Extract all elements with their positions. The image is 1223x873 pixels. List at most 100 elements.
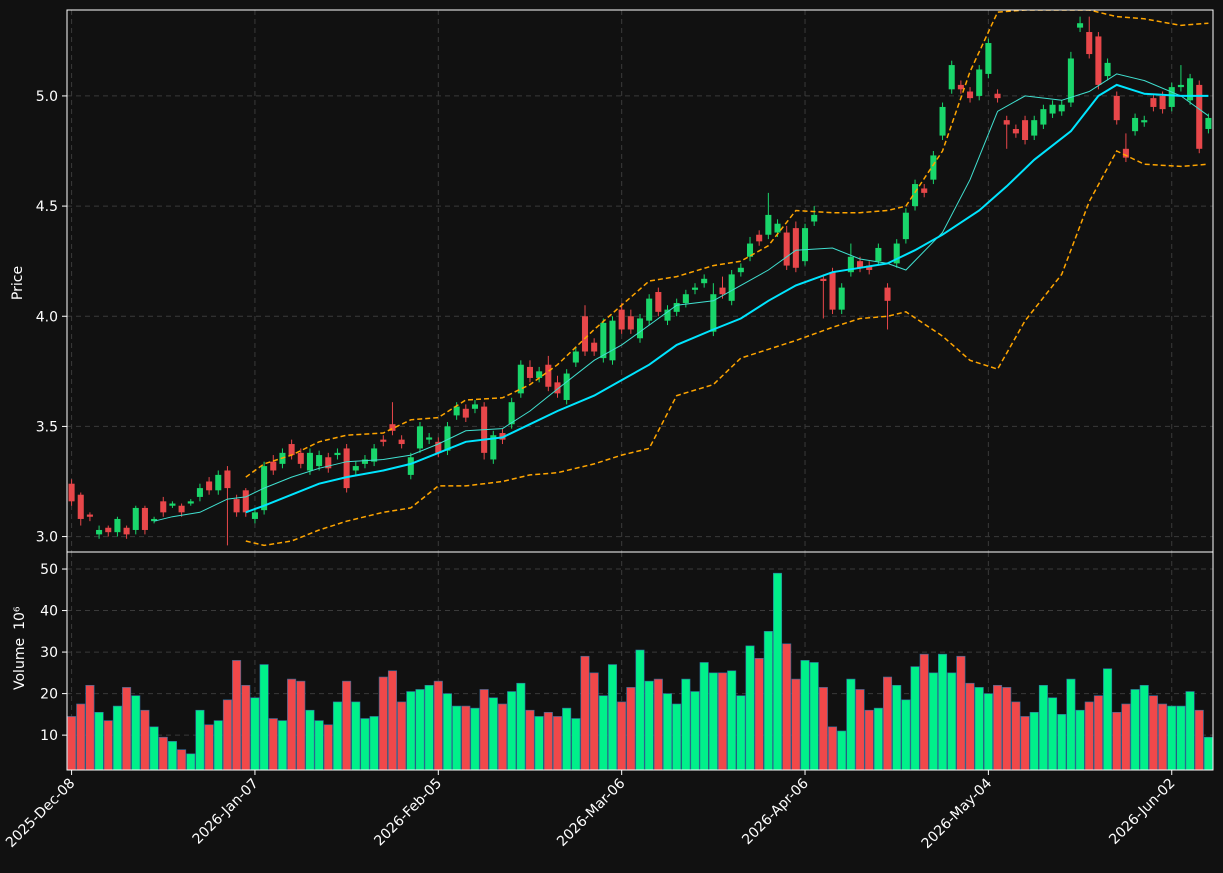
volume-bar [351, 701, 361, 770]
volume-bar [323, 724, 333, 770]
volume-bar [461, 705, 471, 770]
candle-body [352, 466, 359, 471]
candle-body [297, 452, 304, 464]
candle-body [820, 278, 827, 281]
candle-body [334, 452, 341, 456]
volume-bar [681, 678, 691, 770]
candle-body [224, 470, 231, 489]
volume-bar [76, 703, 86, 770]
candle-body [151, 518, 158, 522]
candle-body [600, 322, 607, 359]
volume-bar [974, 687, 984, 770]
candle-body [1022, 120, 1029, 140]
line-series [245, 83, 1209, 514]
volume-bar [397, 701, 407, 770]
volume-bar [1066, 678, 1076, 770]
candle-body [710, 294, 717, 332]
candle-body [884, 287, 891, 301]
volume-bar [534, 716, 544, 770]
candle-body [893, 243, 900, 264]
volume-bar [782, 643, 792, 770]
volume-bar [67, 716, 77, 770]
candle-body [1086, 32, 1093, 55]
volume-bar [1093, 695, 1103, 770]
y-tick-label: 4.5 [36, 199, 58, 215]
volume-bar [1194, 709, 1204, 770]
price-panel: 3.0 3.5 4.0 4.5 5.0 [36, 9, 1214, 553]
volume-bar [938, 653, 948, 770]
candle-body [187, 501, 194, 504]
candle-body [1113, 95, 1120, 121]
candle-body [426, 437, 433, 440]
volume-bar [222, 699, 232, 770]
volume-bar [1020, 716, 1030, 770]
y-tick-label: 40 [40, 604, 58, 620]
plot-area [67, 552, 1213, 770]
volume-bar [919, 653, 929, 770]
candle-body [967, 91, 974, 99]
candle-body [343, 448, 350, 489]
volume-bar [773, 572, 783, 770]
volume-bar [360, 718, 370, 770]
candle-body [591, 342, 598, 352]
volume-bar [745, 645, 755, 770]
candle-body [939, 106, 946, 136]
volume-bar [250, 697, 260, 770]
volume-bar [1139, 684, 1149, 770]
candle-body [316, 455, 323, 467]
candle-body [902, 212, 909, 240]
volume-bar [956, 655, 966, 770]
volume-bar [873, 707, 883, 770]
candle-body [86, 514, 93, 517]
volume-bar [112, 705, 122, 770]
candle-body [1150, 98, 1157, 107]
y-tick-label: 3.5 [36, 419, 58, 435]
candle-body [921, 188, 928, 193]
panel-frame [66, 9, 1214, 553]
volume-bar [837, 730, 847, 770]
volume-bar [607, 664, 618, 770]
plot-area [68, 10, 1212, 552]
candle-body [847, 256, 854, 273]
volume-bar [883, 676, 893, 770]
volume-bar [378, 676, 388, 770]
candle-body [444, 426, 451, 451]
volume-panel: 10 20 30 40 50 2025-Dec-08 2026-Jan-07 2026-Feb… [3, 551, 1214, 852]
volume-bar [672, 703, 682, 770]
line-series [153, 73, 1209, 522]
volume-bar [1176, 705, 1186, 770]
candle-body [206, 481, 213, 491]
candle-body [1205, 117, 1212, 129]
volume-bar [754, 658, 764, 770]
candle-body [581, 316, 589, 352]
candle-body [233, 499, 240, 513]
volume-bar [1130, 689, 1140, 770]
volume-bar [433, 680, 443, 770]
y-axis-label: Price [10, 266, 26, 300]
volume-bar [259, 664, 269, 770]
candle-body [1196, 84, 1203, 149]
volume-bar [1112, 711, 1122, 770]
volume-bar [855, 689, 865, 770]
candle-body [728, 274, 735, 301]
candle-body [1168, 87, 1175, 107]
candle-body [270, 461, 277, 471]
candle-body [783, 232, 790, 266]
candle-body [756, 234, 763, 242]
candle-body [1031, 120, 1038, 136]
volume-bar [415, 689, 425, 770]
candle-body [242, 490, 249, 513]
candle-body [407, 457, 414, 475]
volume-bar [626, 687, 636, 770]
candle-body [1141, 120, 1148, 123]
volume-bar [342, 680, 352, 770]
y-tick-label: 4.0 [36, 309, 58, 325]
candle-body [380, 439, 387, 442]
volume-bar [644, 680, 654, 770]
candle-body [123, 527, 130, 535]
candle-body [325, 457, 332, 469]
candle-body [536, 371, 543, 378]
candle-body [169, 503, 176, 506]
candle-body [664, 309, 671, 321]
volume-bar [965, 682, 975, 770]
